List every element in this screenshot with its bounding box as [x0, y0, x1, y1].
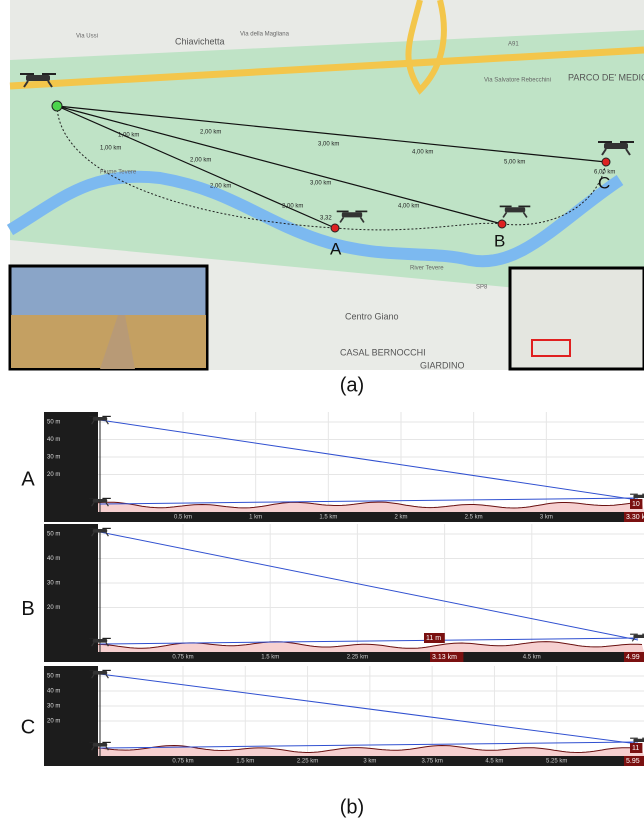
distance-label: 1,00 km	[118, 133, 139, 139]
y-tick-label: 50 m	[47, 420, 60, 426]
y-tick-label: 30 m	[47, 704, 60, 710]
distance-label: 2,00 km	[210, 184, 231, 190]
caption: (a)	[340, 374, 364, 396]
x-tick-label: 1.5 km	[261, 655, 279, 661]
page: {"map":{"places":["Chiavichetta","PARCO …	[0, 0, 644, 834]
y-tick-label: 30 m	[47, 581, 60, 587]
point-c	[602, 158, 610, 166]
profile: C 50 m 40 m 30 m 20 m 0.75 km 1.5 km 2.25 km 3 k…	[21, 666, 644, 766]
y-tick-label: 50 m	[47, 532, 60, 538]
x-tick-label: 1.5 km	[319, 515, 337, 521]
distance-label: 3,32	[320, 216, 332, 222]
place: CASAL BERNOCCHI	[340, 347, 426, 357]
y-tick-label: 40 m	[47, 437, 60, 443]
distance-label: 3,00 km	[318, 142, 339, 148]
x-tick-label: 3.75 km	[421, 759, 442, 765]
distance-label: 4,00 km	[412, 150, 433, 156]
highlight-label: 11	[632, 745, 639, 752]
point-b	[498, 220, 506, 228]
map-inset	[510, 268, 644, 369]
distance-label: 4,00 km	[398, 204, 419, 210]
x-tick-label: 1.5 km	[236, 759, 254, 765]
distance-label: 2,00 km	[190, 158, 211, 164]
point-label: C	[598, 173, 610, 192]
highlight-label: 5.95	[626, 758, 640, 765]
road-label: Via Salvatore Rebecchini	[484, 78, 551, 84]
x-tick-label: 2.25 km	[297, 759, 318, 765]
road-label: River Tevere	[410, 266, 444, 272]
place: Chiavichetta	[175, 36, 225, 46]
x-tick-label: 2 km	[394, 515, 407, 521]
distance-label: 1,00 km	[100, 146, 121, 152]
x-tick-label: 2.25 km	[347, 655, 368, 661]
x-tick-label: 0.5 km	[174, 515, 192, 521]
distance-label: 3,00 km	[310, 181, 331, 187]
profiles: A 50 m 40 m 30 m 20 m 0.5 km 1 km 1.5 km 2 km 2.5…	[21, 412, 644, 766]
distance-label: 5,00 km	[504, 160, 525, 166]
point-label: A	[330, 239, 342, 258]
x-tick-label: 3 km	[363, 759, 376, 765]
place: GIARDINO	[420, 360, 465, 370]
x-tick-label: 5.25 km	[546, 759, 567, 765]
road-label: Via Ussi	[76, 34, 98, 40]
caption: (b)	[340, 796, 364, 818]
highlight-label: 3.13 km	[432, 654, 457, 661]
road-label: A91	[508, 42, 519, 48]
profile: B50 m40 m30 m20 m0.75 km1.5 km2.25 km3.7…	[21, 524, 644, 662]
highlight-label: 3.30 km	[626, 514, 644, 521]
figure: Chiavichetta PARCO DE' MEDICI Centro Gia…	[0, 0, 644, 834]
x-tick-label: 4.5 km	[485, 759, 503, 765]
point-label: B	[494, 231, 505, 250]
profile-label: A	[21, 468, 35, 490]
y-tick-label: 30 m	[47, 455, 60, 461]
plot-bg	[98, 412, 644, 512]
y-tick-label: 20 m	[47, 472, 60, 478]
road-label: Fiume Tevere	[100, 170, 137, 176]
start-point	[52, 101, 62, 111]
x-tick-label: 0.75 km	[172, 655, 193, 661]
x-tick-label: 2.5 km	[465, 515, 483, 521]
road-label: Via della Magliana	[240, 32, 290, 38]
highlight-label: 11 m	[426, 635, 441, 642]
profile-label: B	[21, 598, 34, 620]
highlight-label: 4.99	[626, 654, 640, 661]
place: Centro Giano	[345, 311, 399, 321]
x-tick-label: 3 km	[540, 515, 553, 521]
point-a	[331, 224, 339, 232]
highlight-label: 10	[632, 501, 640, 508]
y-tick-label: 50 m	[47, 674, 60, 680]
y-tick-label: 20 m	[47, 719, 60, 725]
x-tick-label: 1 km	[249, 515, 262, 521]
y-tick-label: 20 m	[47, 605, 60, 611]
plot-bg	[98, 524, 644, 652]
road-label: SP8	[476, 285, 488, 291]
distance-label: 2,00 km	[200, 130, 221, 136]
profile: A 50 m 40 m 30 m 20 m 0.5 km 1 km 1.5 km 2 km 2.5…	[21, 412, 644, 522]
x-tick-label: 4.5 km	[523, 655, 541, 661]
map: Chiavichetta PARCO DE' MEDICI Centro Gia…	[10, 0, 644, 370]
y-tick-label: 40 m	[47, 556, 60, 562]
distance-label: 2,00 km	[282, 204, 303, 210]
profile-label: C	[21, 716, 35, 738]
x-tick-label: 0.75 km	[172, 759, 193, 765]
y-tick-label: 40 m	[47, 689, 60, 695]
place: PARCO DE' MEDICI	[568, 72, 644, 82]
